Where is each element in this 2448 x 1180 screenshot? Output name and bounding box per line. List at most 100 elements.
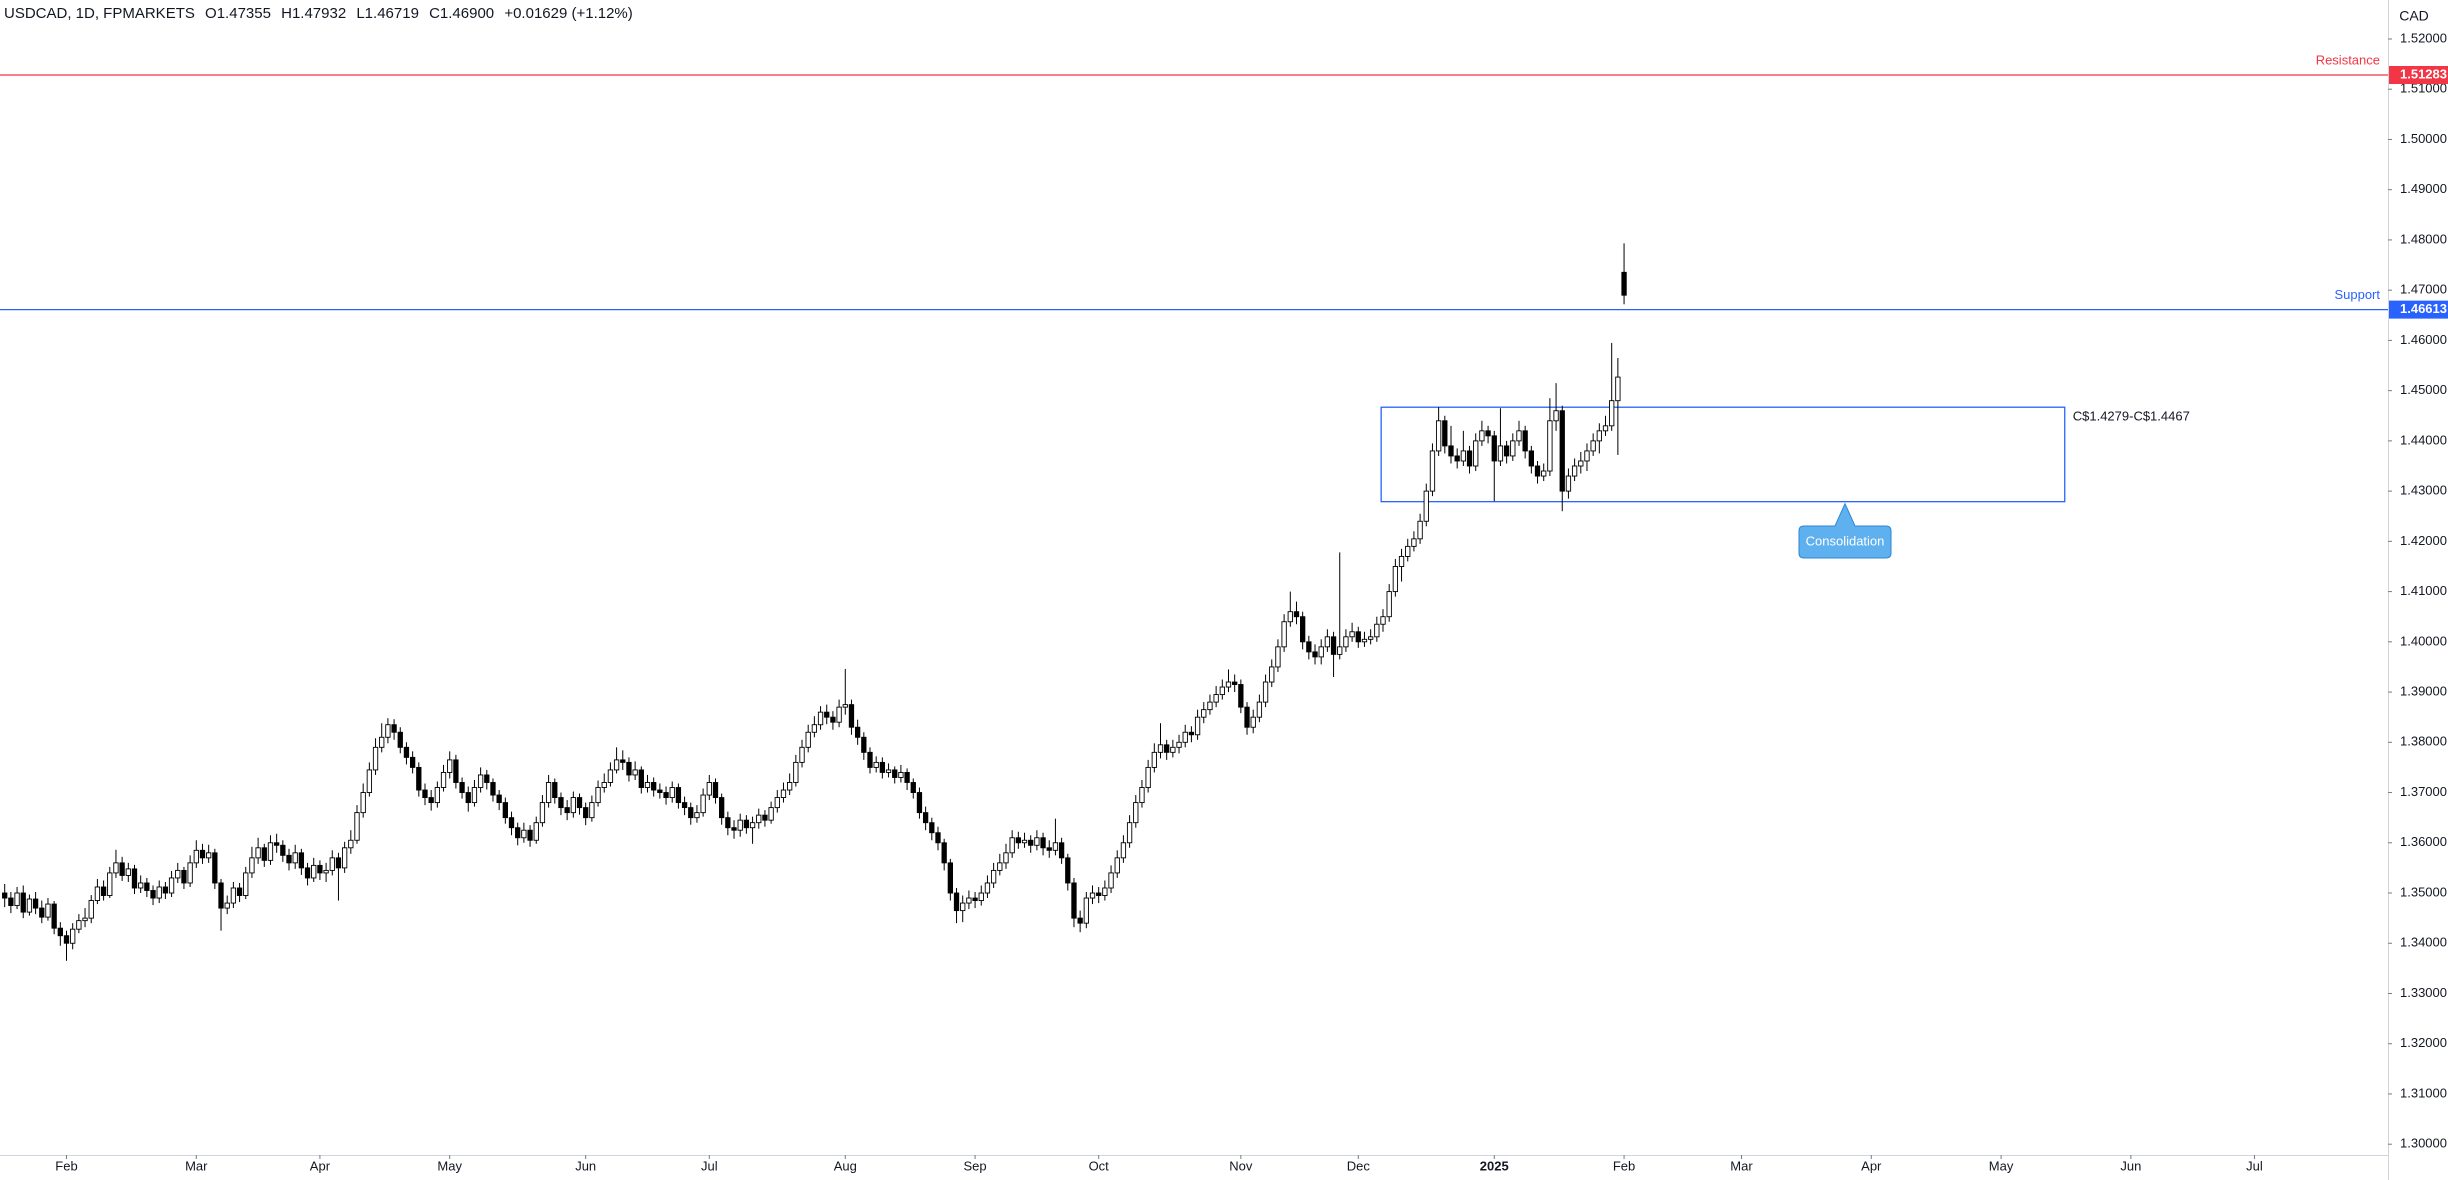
x-tick-label: Jul — [2246, 1158, 2263, 1173]
candle-body — [1256, 701, 1263, 718]
candle-body — [1065, 857, 1071, 884]
candle-body — [558, 797, 564, 809]
candle-body — [824, 711, 830, 718]
candle-body — [620, 759, 626, 763]
candle-body — [1306, 641, 1312, 653]
candle-body — [150, 890, 156, 899]
candle-body — [1510, 440, 1516, 457]
candle-body — [836, 706, 842, 723]
candle-body — [694, 812, 700, 819]
x-tick-label: Mar — [185, 1158, 208, 1173]
candle-body — [1528, 450, 1534, 467]
candle-body — [459, 782, 465, 793]
candle-body — [1145, 766, 1151, 788]
candle-body — [929, 822, 935, 834]
candle-body — [706, 782, 712, 796]
candle-body — [978, 892, 984, 901]
y-tick-label: 1.43000 — [2400, 483, 2447, 498]
candle-body — [292, 852, 298, 864]
candle-body — [1429, 450, 1436, 492]
candle-body — [935, 832, 941, 844]
candle-body — [811, 724, 818, 733]
candle-body — [39, 907, 45, 918]
ohlc-close: C1.46900 — [429, 5, 495, 22]
candle-body — [1108, 872, 1114, 889]
x-tick-label: Jun — [2120, 1158, 2141, 1173]
candle-body — [719, 797, 725, 819]
x-tick-label: Oct — [1089, 1158, 1110, 1173]
candle-body — [787, 782, 793, 791]
box-label: C$1.4279-C$1.4467 — [2073, 409, 2190, 424]
candle-body — [360, 792, 366, 814]
candle-body — [1250, 716, 1256, 728]
candle-body — [688, 807, 694, 819]
level-name: Support — [2334, 287, 2380, 302]
candle-body — [1133, 802, 1139, 824]
candle-body — [916, 792, 923, 814]
candle-body — [391, 724, 397, 733]
candle-body — [848, 704, 855, 728]
x-tick-label: Nov — [1229, 1158, 1253, 1173]
candle-body — [1534, 465, 1541, 477]
candle-body — [1194, 716, 1201, 736]
candle-body — [1083, 897, 1089, 924]
candle-body — [1602, 425, 1609, 432]
y-tick-label: 1.45000 — [2400, 382, 2447, 397]
candle-body — [1417, 520, 1423, 540]
candle-body — [76, 920, 82, 930]
price-tag-label: 1.51283 — [2400, 66, 2447, 81]
candle-body — [45, 903, 51, 918]
candle-body — [1139, 787, 1145, 804]
candle-body — [372, 746, 379, 771]
candle-body — [508, 817, 515, 829]
y-tick-label: 1.41000 — [2400, 583, 2447, 598]
candle-body — [521, 829, 527, 839]
candle-body — [1300, 616, 1306, 643]
candle-body — [1269, 666, 1275, 683]
candle-body — [515, 827, 521, 839]
candle-body — [212, 852, 218, 884]
y-tick-label: 1.52000 — [2400, 30, 2447, 45]
candle-body — [1349, 631, 1355, 638]
chart-header: USDCAD, 1D, FPMARKETS O1.47355 H1.47932 … — [4, 5, 639, 22]
candle-body — [1454, 455, 1460, 462]
candle-body — [8, 897, 14, 907]
candle-body — [144, 882, 150, 891]
candle-body — [1343, 636, 1349, 648]
candle-body — [613, 759, 620, 771]
candle-body — [422, 789, 428, 799]
candle-body — [1473, 440, 1479, 467]
candle-body — [138, 882, 144, 889]
y-tick-label: 1.33000 — [2400, 985, 2447, 1000]
candle-body — [1040, 837, 1046, 849]
candle-body — [26, 898, 33, 913]
candle-body — [576, 797, 583, 809]
candle-body — [1281, 621, 1287, 648]
candle-body — [100, 886, 107, 896]
candle-body — [63, 935, 70, 944]
candle-body — [1176, 741, 1182, 748]
candle-body — [311, 864, 317, 879]
candle-body — [341, 847, 348, 869]
candle-body — [1009, 837, 1015, 854]
candle-body — [1293, 611, 1300, 618]
candle-body — [1466, 450, 1473, 467]
candle-body — [428, 797, 434, 804]
candle-body — [1324, 636, 1331, 648]
candle-body — [1380, 616, 1386, 625]
candle-body — [1225, 681, 1232, 688]
candle-body — [1219, 686, 1225, 696]
candle-body — [416, 766, 422, 791]
x-tick-label: Jun — [575, 1158, 596, 1173]
candle-body — [966, 897, 972, 904]
candle-body — [953, 892, 960, 912]
x-tick-label: Feb — [55, 1158, 77, 1173]
candle-body — [1330, 636, 1337, 655]
candle-body — [366, 769, 373, 793]
candle-body — [1046, 847, 1052, 851]
candle-body — [1522, 430, 1528, 452]
candle-body — [960, 902, 966, 912]
candle-body — [14, 892, 20, 907]
candle-body — [385, 724, 391, 738]
candle-body — [910, 782, 916, 793]
